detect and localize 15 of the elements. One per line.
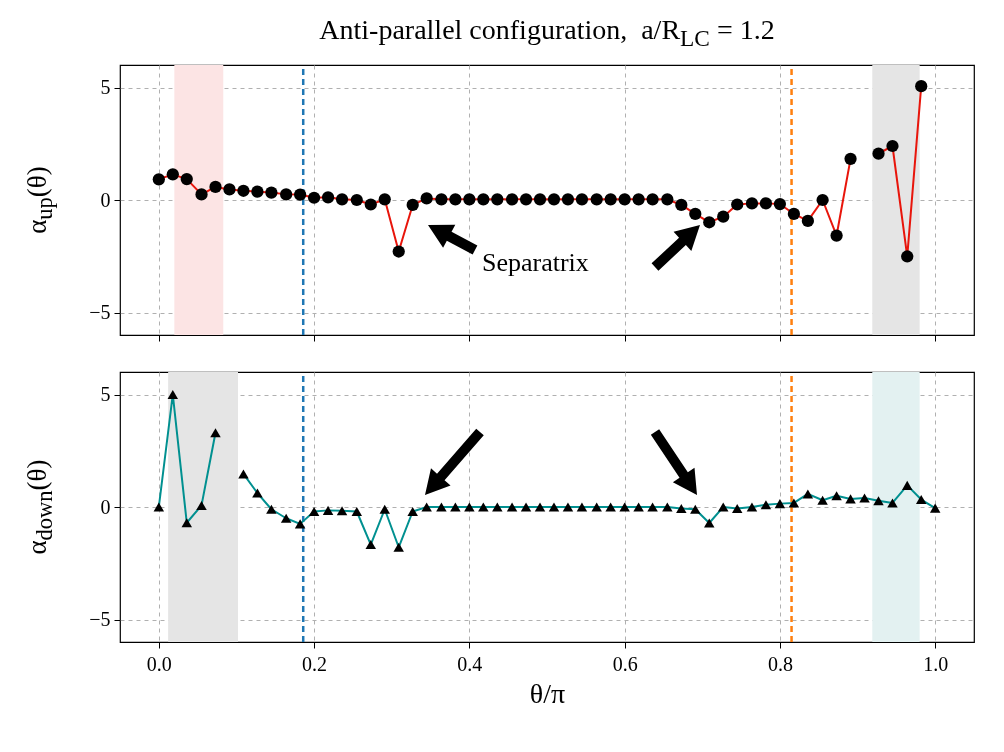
x-tick-label: 0.2 [302, 652, 328, 675]
y-tick-label: 0 [100, 188, 111, 211]
x-tick-label: 0.6 [612, 652, 638, 675]
x-tick-label: 0.0 [146, 652, 172, 675]
y-tick-label: −5 [89, 608, 111, 630]
y-tick-label: −5 [89, 301, 111, 323]
y-tick-label: 0 [100, 495, 111, 518]
x-tick-label: 1.0 [923, 652, 949, 675]
x-tick-label: 0.8 [767, 652, 793, 675]
chart-title: Anti-parallel configuration, a/R$_{LC}$ = 1.2 [318, 14, 776, 52]
y-tick-label: 5 [100, 76, 111, 98]
x-axis-title: θ/π [529, 677, 566, 709]
y-tick-label: 5 [100, 383, 111, 405]
x-tick-label: 0.4 [457, 652, 483, 675]
annotation: Separatrix [482, 248, 589, 278]
